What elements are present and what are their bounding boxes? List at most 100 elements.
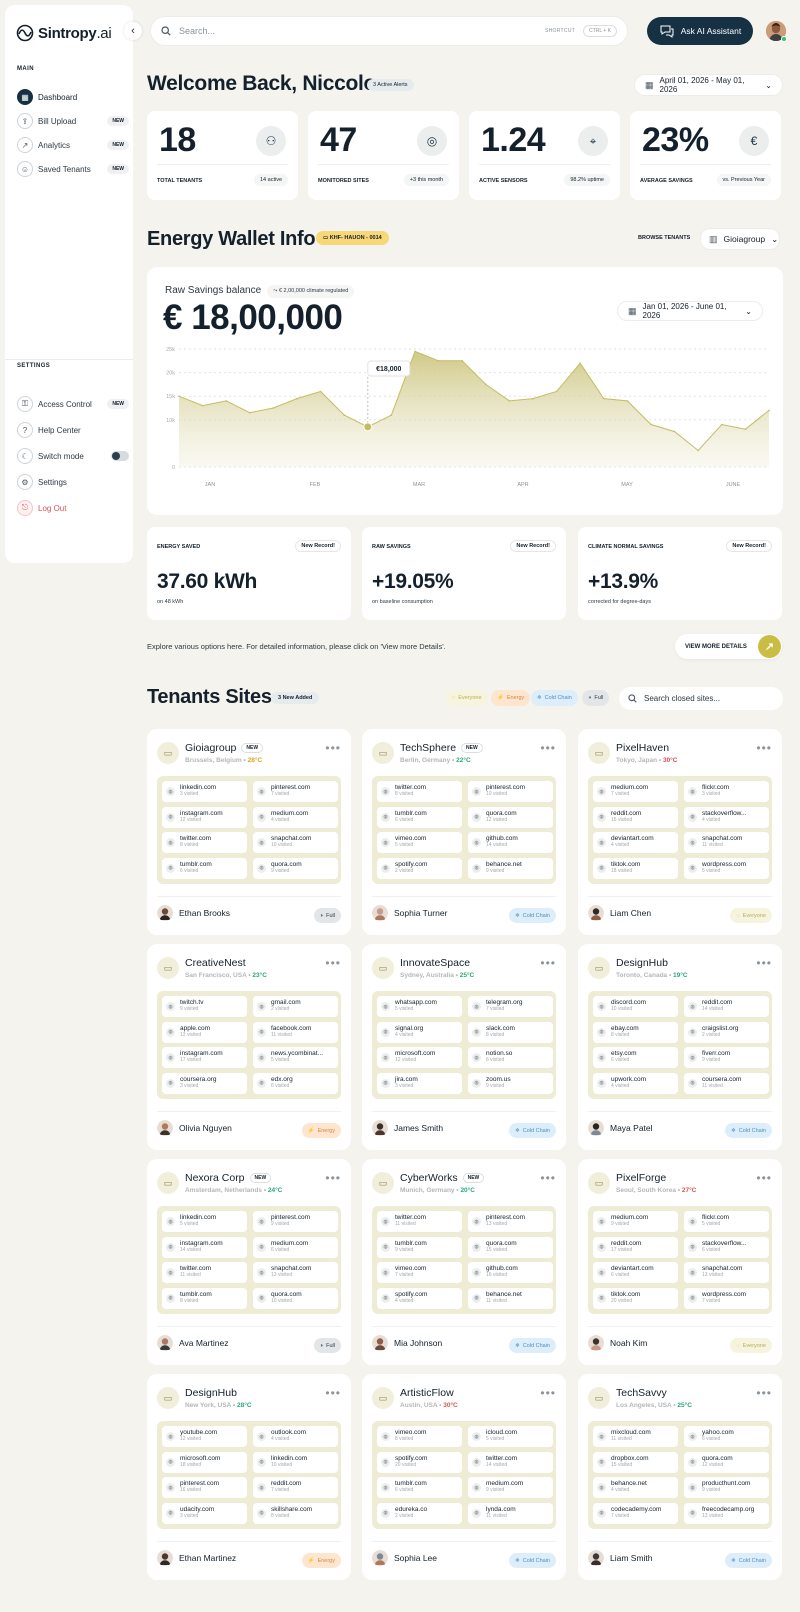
domain-item[interactable]: ◍ snapchat.com 11 visited	[684, 832, 769, 853]
site-owner[interactable]: James Smith	[372, 1120, 443, 1136]
site-card[interactable]: ▭ ArtisticFlow Austin, USA • 30°C ••• ◍ vimeo…	[362, 1374, 566, 1580]
domain-item[interactable]: ◍ microsoft.com 12 visited	[377, 1047, 462, 1068]
site-card[interactable]: ▭ PixelHaven Tokyo, Japan • 30°C ••• ◍ medium…	[578, 729, 782, 935]
site-card[interactable]: ▭ Gioiagroup NEW Brussels, Belgium • 28°C ••…	[147, 729, 351, 935]
domain-item[interactable]: ◍ tumblr.com 6 visited	[162, 857, 247, 879]
domain-item[interactable]: ◍ slack.com 8 visited	[468, 1021, 553, 1043]
domain-item[interactable]: ◍ medium.com 4 visited	[253, 806, 338, 828]
site-card[interactable]: ▭ DesignHub Toronto, Canada • 19°C ••• ◍ disc…	[578, 944, 782, 1150]
more-options-icon[interactable]: •••	[756, 1171, 772, 1185]
view-more-details-button[interactable]: VIEW MORE DETAILS ↗	[675, 634, 782, 659]
site-owner[interactable]: Liam Chen	[588, 905, 651, 921]
domain-item[interactable]: ◍ facebook.com 11 visited	[253, 1021, 338, 1043]
domain-item[interactable]: ◍ twitch.tv 9 visited	[162, 996, 247, 1017]
domain-item[interactable]: ◍ mixcloud.com 11 visited	[593, 1426, 678, 1447]
more-options-icon[interactable]: •••	[540, 1386, 556, 1400]
dark-mode-toggle[interactable]	[111, 451, 129, 461]
domain-item[interactable]: ◍ etsy.com 6 visited	[593, 1047, 678, 1068]
filter-chip-full[interactable]: ◑ Full	[582, 690, 610, 706]
domain-item[interactable]: ◍ quora.com 10 visited	[253, 1287, 338, 1309]
domain-item[interactable]: ◍ deviantart.com 6 visited	[593, 1262, 678, 1283]
domain-item[interactable]: ◍ medium.com 6 visited	[253, 1236, 338, 1258]
domain-item[interactable]: ◍ craigslist.org 2 visited	[684, 1021, 769, 1043]
domain-item[interactable]: ◍ edureka.co 2 visited	[377, 1502, 462, 1524]
site-card[interactable]: ▭ Nexora Corp NEW Amsterdam, Netherlands • …	[147, 1159, 351, 1365]
sidebar-item-log-out[interactable]: ⎋ Log Out	[17, 498, 129, 518]
chart-date-range-picker[interactable]: ▦ Jan 01, 2026 - June 01, 2026 ⌄	[617, 301, 763, 321]
domain-item[interactable]: ◍ notion.so 6 visited	[468, 1047, 553, 1068]
domain-item[interactable]: ◍ linkedin.com 10 visited	[253, 1451, 338, 1473]
domain-item[interactable]: ◍ skillshare.com 8 visited	[253, 1502, 338, 1524]
more-options-icon[interactable]: •••	[325, 1171, 341, 1185]
domain-item[interactable]: ◍ spotify.com 4 visited	[377, 1287, 462, 1309]
sites-search-bar[interactable]: Search closed sites...	[619, 687, 783, 710]
domain-item[interactable]: ◍ tumblr.com 9 visited	[377, 1236, 462, 1258]
domain-item[interactable]: ◍ flickr.com 5 visited	[684, 1211, 769, 1232]
site-card[interactable]: ▭ CreativeNest San Francisco, USA • 23°C ••…	[147, 944, 351, 1150]
domain-item[interactable]: ◍ twitter.com 8 visited	[377, 781, 462, 802]
site-owner[interactable]: Sophia Lee	[372, 1550, 437, 1566]
domain-item[interactable]: ◍ linkedin.com 3 visited	[162, 781, 247, 802]
domain-item[interactable]: ◍ signal.org 4 visited	[377, 1021, 462, 1043]
sidebar-item-analytics[interactable]: ↗ Analytics NEW	[17, 135, 129, 155]
domain-item[interactable]: ◍ coursera.com 11 visited	[684, 1072, 769, 1094]
tenant-select[interactable]: ▥ Gioiagroup ⌄	[700, 228, 780, 250]
domain-item[interactable]: ◍ quora.com 12 visited	[468, 806, 553, 828]
domain-item[interactable]: ◍ snapchat.com 13 visited	[684, 1262, 769, 1283]
domain-item[interactable]: ◍ tumblr.com 6 visited	[377, 806, 462, 828]
domain-item[interactable]: ◍ instagram.com 12 visited	[162, 806, 247, 828]
sidebar-item-access-control[interactable]: ⚿ Access Control NEW	[17, 394, 129, 414]
domain-item[interactable]: ◍ twitter.com 11 visited	[162, 1262, 247, 1283]
domain-item[interactable]: ◍ dropbox.com 15 visited	[593, 1451, 678, 1473]
domain-item[interactable]: ◍ zoom.us 9 visited	[468, 1072, 553, 1094]
domain-item[interactable]: ◍ stackoverflow... 6 visited	[684, 1236, 769, 1258]
domain-item[interactable]: ◍ lynda.com 11 visited	[468, 1502, 553, 1524]
domain-item[interactable]: ◍ twitter.com 11 visited	[377, 1211, 462, 1232]
domain-item[interactable]: ◍ edx.org 6 visited	[253, 1072, 338, 1094]
domain-item[interactable]: ◍ instagram.com 17 visited	[162, 1047, 247, 1068]
domain-item[interactable]: ◍ jira.com 3 visited	[377, 1072, 462, 1094]
sidebar-collapse-button[interactable]: ‹	[124, 22, 142, 40]
more-options-icon[interactable]: •••	[325, 956, 341, 970]
domain-item[interactable]: ◍ upwork.com 4 visited	[593, 1072, 678, 1094]
domain-item[interactable]: ◍ whatsapp.com 5 visited	[377, 996, 462, 1017]
domain-item[interactable]: ◍ vimeo.com 5 visited	[377, 832, 462, 853]
domain-item[interactable]: ◍ wordpress.com 7 visited	[684, 1287, 769, 1309]
domain-item[interactable]: ◍ snapchat.com 13 visited	[253, 1262, 338, 1283]
domain-item[interactable]: ◍ medium.com 9 visited	[593, 1211, 678, 1232]
sidebar-item-switch-mode[interactable]: ☾ Switch mode	[17, 446, 129, 466]
sites-search-input[interactable]: Search closed sites...	[644, 694, 721, 703]
domain-item[interactable]: ◍ discord.com 10 visited	[593, 996, 678, 1017]
domain-item[interactable]: ◍ tiktok.com 20 visited	[593, 1287, 678, 1309]
date-range-picker[interactable]: ▦ April 01, 2026 - May 01, 2026 ⌄	[634, 74, 783, 96]
sidebar-item-saved-tenants[interactable]: ☺ Saved Tenants NEW	[17, 159, 129, 179]
filter-chip-everyone[interactable]: ◌ Everyone	[446, 690, 488, 706]
domain-item[interactable]: ◍ instagram.com 14 visited	[162, 1236, 247, 1258]
savings-area-chart[interactable]: 0 10k 15k 20k 25k JAN FEB MAR APR MAY JUNE €18,000	[147, 339, 783, 509]
domain-item[interactable]: ◍ fiverr.com 9 visited	[684, 1047, 769, 1068]
domain-item[interactable]: ◍ vimeo.com 7 visited	[377, 1262, 462, 1283]
more-options-icon[interactable]: •••	[325, 1386, 341, 1400]
ask-ai-button[interactable]: Ask AI Assistant	[647, 17, 753, 45]
domain-item[interactable]: ◍ ebay.com 8 visited	[593, 1021, 678, 1043]
sidebar-item-settings[interactable]: ⚙ Settings	[17, 472, 129, 492]
search-input[interactable]: Search...	[179, 26, 216, 36]
site-owner[interactable]: Ava Martinez	[157, 1335, 228, 1351]
domain-item[interactable]: ◍ flickr.com 3 visited	[684, 781, 769, 802]
domain-item[interactable]: ◍ github.com 14 visited	[468, 832, 553, 853]
domain-item[interactable]: ◍ tiktok.com 18 visited	[593, 857, 678, 879]
domain-item[interactable]: ◍ quora.com 12 visited	[684, 1451, 769, 1473]
domain-item[interactable]: ◍ deviantart.com 4 visited	[593, 832, 678, 853]
domain-item[interactable]: ◍ reddit.com 17 visited	[593, 1236, 678, 1258]
domain-item[interactable]: ◍ vimeo.com 8 visited	[377, 1426, 462, 1447]
site-owner[interactable]: Sophia Turner	[372, 905, 447, 921]
domain-item[interactable]: ◍ spotify.com 20 visited	[377, 1451, 462, 1473]
domain-item[interactable]: ◍ tumblr.com 6 visited	[377, 1477, 462, 1498]
domain-item[interactable]: ◍ quora.com 15 visited	[468, 1236, 553, 1258]
domain-item[interactable]: ◍ quora.com 9 visited	[253, 857, 338, 879]
domain-item[interactable]: ◍ behance.net 11 visited	[468, 1287, 553, 1309]
domain-item[interactable]: ◍ reddit.com 15 visited	[593, 806, 678, 828]
domain-item[interactable]: ◍ wordpress.com 5 visited	[684, 857, 769, 879]
domain-item[interactable]: ◍ pinterest.com 10 visited	[468, 781, 553, 802]
site-card[interactable]: ▭ CyberWorks NEW Munich, Germany • 20°C ••• ◍…	[362, 1159, 566, 1365]
